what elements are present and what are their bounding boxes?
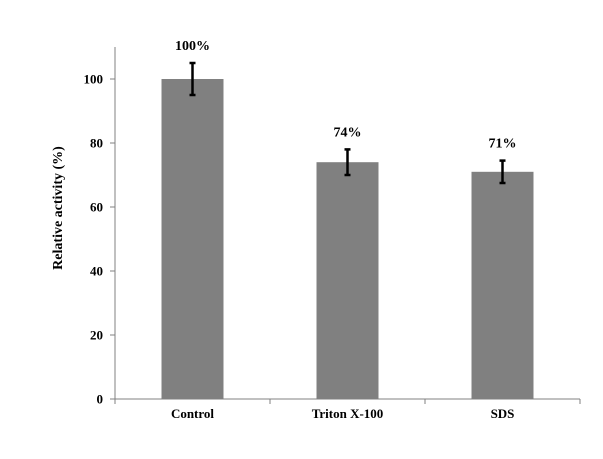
y-axis-title: Relative activity (%): [51, 146, 66, 270]
y-tick-label: 20: [90, 328, 103, 343]
bar: [161, 79, 224, 399]
y-tick-label: 80: [90, 136, 103, 151]
x-axis: Control Triton X-100 SDS: [114, 398, 581, 421]
y-axis: 0 20 40 60 80 100: [84, 47, 116, 407]
data-label: 71%: [489, 137, 517, 152]
data-labels: 100% 74% 71%: [175, 39, 517, 152]
x-tick-label: Control: [171, 406, 214, 421]
bars: [161, 79, 534, 399]
data-label: 74%: [334, 125, 362, 140]
y-tick-label: 0: [97, 392, 104, 407]
data-label: 100%: [175, 39, 210, 54]
y-tick-label: 40: [90, 264, 103, 279]
y-tick-label: 100: [84, 72, 104, 87]
bar: [316, 162, 379, 399]
error-bars: [189, 61, 506, 185]
x-tick-label: Triton X-100: [312, 406, 384, 421]
x-tick-label: SDS: [491, 406, 515, 421]
bar: [471, 171, 534, 399]
y-tick-label: 60: [90, 200, 103, 215]
